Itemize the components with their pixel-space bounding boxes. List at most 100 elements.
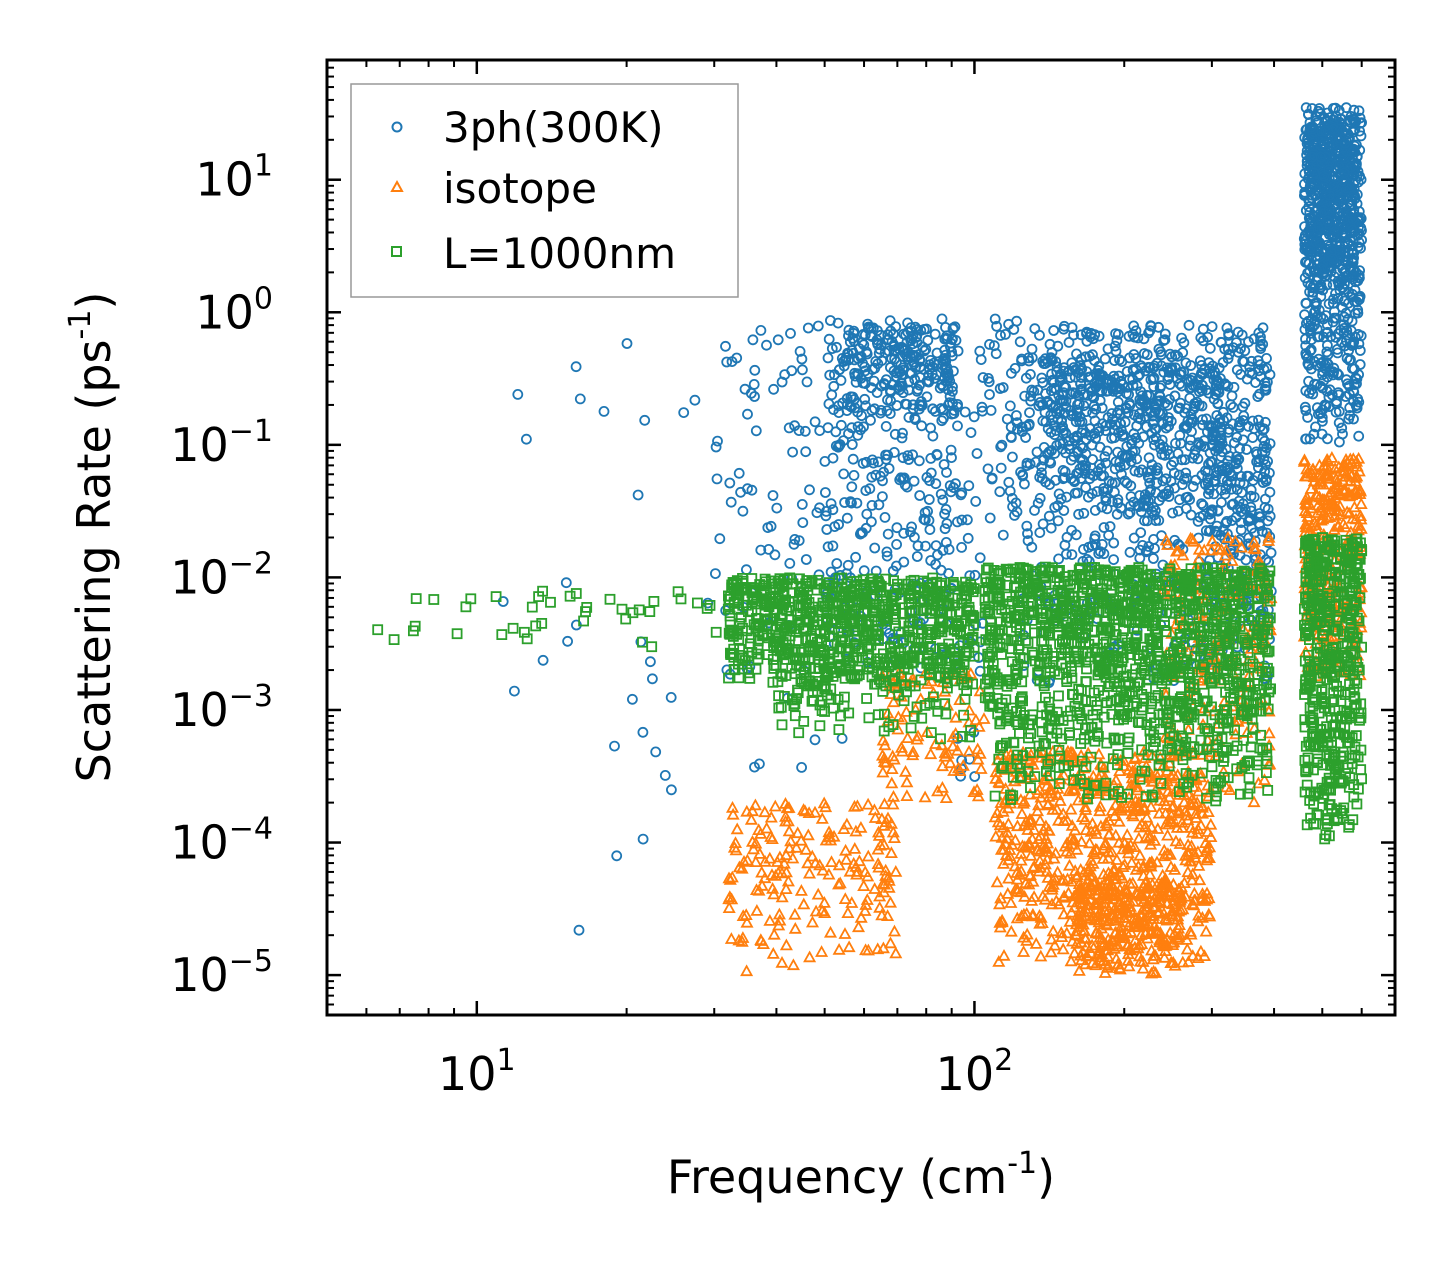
data-point (761, 339, 772, 351)
data-point (842, 347, 853, 359)
data-point (822, 352, 834, 364)
data-point (990, 875, 1004, 888)
data-point (891, 539, 902, 550)
data-point (1179, 454, 1191, 466)
data-point (1159, 328, 1171, 340)
data-point (1074, 416, 1086, 428)
data-point (897, 380, 908, 392)
data-point (992, 955, 1006, 967)
data-point (1185, 434, 1196, 446)
data-point (915, 371, 926, 383)
data-point (901, 731, 915, 743)
data-point (1026, 384, 1038, 396)
data-point (932, 549, 943, 561)
data-point (831, 558, 843, 569)
data-point (940, 503, 952, 515)
data-point (801, 376, 813, 388)
data-point (1138, 333, 1150, 345)
data-point (826, 343, 838, 355)
data-point (866, 516, 877, 528)
data-point (519, 626, 530, 638)
data-point (952, 345, 964, 357)
data-point (1205, 456, 1216, 468)
data-point (913, 455, 925, 467)
data-point (1206, 321, 1218, 333)
data-point (885, 384, 896, 396)
data-point (984, 389, 995, 400)
data-point (526, 601, 538, 613)
data-point (1252, 355, 1264, 367)
data-point (788, 907, 802, 920)
data-point (929, 328, 941, 340)
data-point (989, 313, 1001, 325)
data-point (1045, 457, 1057, 469)
data-point (755, 324, 767, 336)
data-point (846, 481, 858, 493)
data-point (766, 947, 780, 959)
data-point (850, 551, 861, 563)
data-point (841, 906, 855, 918)
data-point (968, 411, 980, 423)
data-point (786, 958, 800, 971)
data-point (1192, 516, 1204, 527)
data-point (639, 414, 651, 426)
data-point (1187, 481, 1199, 492)
data-point (824, 855, 839, 867)
data-point (1161, 828, 1175, 841)
data-point (995, 441, 1007, 453)
data-point (869, 542, 881, 554)
data-point (1045, 522, 1057, 534)
data-point (872, 325, 883, 337)
data-point (1025, 368, 1036, 380)
data-point (880, 420, 892, 432)
data-point (802, 322, 814, 334)
data-point (974, 345, 986, 357)
data-point (965, 427, 977, 439)
data-point (934, 382, 946, 394)
data-point (859, 378, 871, 390)
data-point (1072, 964, 1086, 976)
data-point (1046, 375, 1058, 387)
data-point (997, 948, 1011, 961)
data-point (931, 448, 943, 460)
data-point (1238, 356, 1250, 368)
data-point (1182, 491, 1194, 503)
data-point (1123, 330, 1135, 342)
data-point (883, 895, 898, 908)
data-point (1064, 802, 1078, 815)
data-point (1169, 534, 1181, 546)
data-point (1011, 417, 1023, 429)
data-point (1164, 860, 1178, 872)
data-point (1149, 543, 1160, 554)
data-point (982, 463, 994, 475)
data-point (1125, 491, 1137, 503)
data-point (1075, 378, 1086, 390)
data-point (901, 481, 913, 493)
data-point (1004, 924, 1018, 937)
data-point (560, 577, 572, 589)
data-point (765, 520, 777, 532)
data-point (1197, 499, 1209, 511)
data-point (1124, 546, 1136, 558)
data-point (627, 693, 638, 705)
data-point (857, 328, 869, 340)
data-point (891, 367, 902, 379)
data-point (1176, 332, 1187, 344)
data-point (1247, 415, 1259, 427)
data-point (570, 361, 582, 373)
data-point (885, 776, 899, 789)
data-point (1196, 498, 1207, 510)
data-point (776, 376, 788, 388)
data-point (881, 550, 893, 562)
data-point (936, 415, 948, 427)
data-point (848, 469, 860, 481)
data-point (1252, 391, 1264, 403)
data-point (1253, 414, 1264, 426)
data-point (616, 603, 628, 615)
data-point (1204, 342, 1216, 354)
data-point (530, 620, 542, 632)
data-point (750, 904, 764, 916)
data-point (767, 927, 781, 940)
data-point (537, 654, 549, 666)
data-point (779, 938, 793, 951)
